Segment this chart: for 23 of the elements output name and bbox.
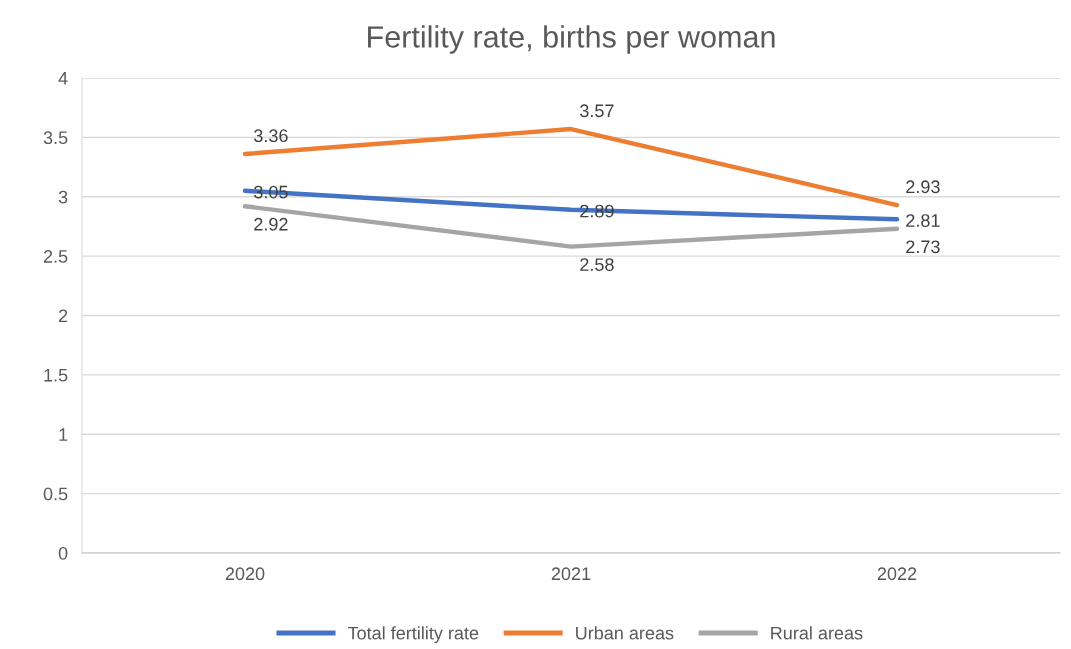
legend-label: Rural areas: [771, 626, 863, 640]
y-tick-label: 1: [59, 428, 68, 441]
legend-label: Total fertility rate: [347, 626, 479, 644]
data-label: 3.36: [254, 129, 288, 143]
data-label: 2.58: [580, 258, 614, 271]
chart-title: Fertility rate, births per woman: [368, 25, 775, 54]
y-tick-label: 0.5: [43, 487, 68, 501]
x-tick-label: 2021: [551, 567, 591, 581]
y-tick-label: 1.5: [44, 369, 68, 382]
x-tick-label: 2020: [225, 567, 265, 581]
x-tick-label: 2022: [877, 567, 917, 581]
legend-label: Urban areas: [576, 626, 674, 640]
data-label: 2.73: [906, 240, 940, 254]
y-tick-label: 3: [58, 190, 68, 204]
y-tick-label: 0: [58, 546, 68, 560]
y-tick-label: 3.5: [43, 131, 68, 145]
y-tick-label: 2.5: [43, 250, 68, 263]
data-label: 2.92: [254, 217, 288, 231]
y-tick-label: 4: [58, 72, 68, 85]
data-label: 2.81: [906, 214, 940, 227]
data-label: 2.93: [906, 180, 940, 194]
data-label: 3.57: [580, 104, 614, 118]
y-tick-label: 2: [58, 309, 68, 323]
